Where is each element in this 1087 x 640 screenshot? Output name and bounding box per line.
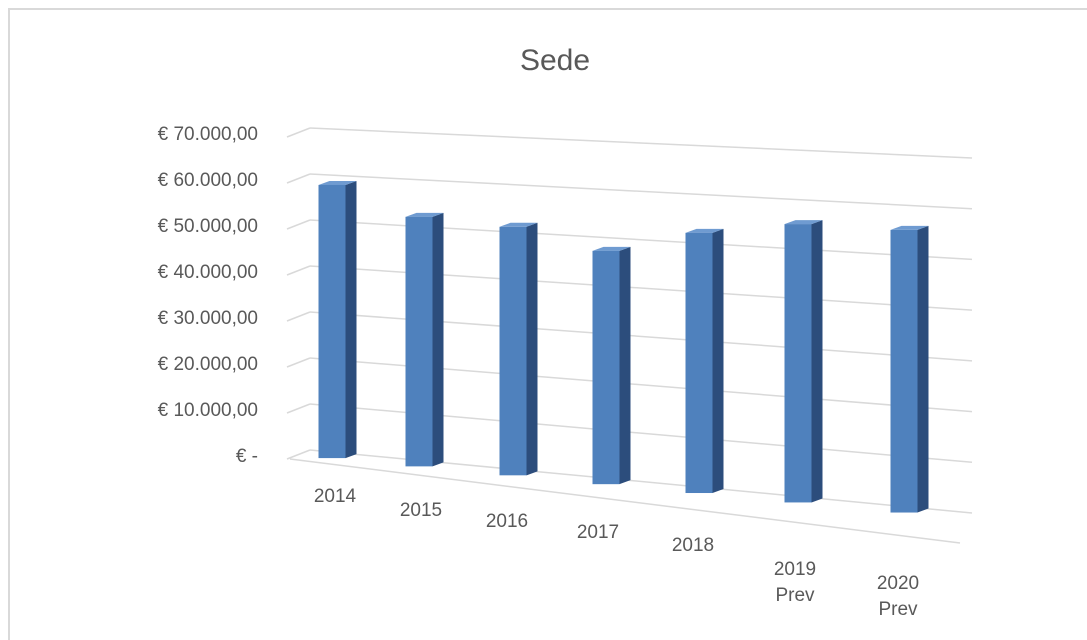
side-grid-line <box>286 357 311 368</box>
chart-title: Sede <box>520 44 590 77</box>
grid-line <box>309 173 973 210</box>
bar-top <box>592 246 631 251</box>
x-tick-label: 2014 <box>313 486 357 507</box>
y-tick-label: € 10.000,00 <box>158 400 258 421</box>
bar-side <box>712 228 724 494</box>
x-tick-label: 2016 <box>485 511 529 532</box>
side-grid-line <box>286 127 311 138</box>
bar-top <box>685 228 724 233</box>
y-tick-label: € - <box>236 446 258 467</box>
bar-top <box>405 212 444 217</box>
bar-top <box>318 180 357 185</box>
y-tick-label: € 40.000,00 <box>158 262 258 283</box>
bar-side <box>345 180 357 459</box>
x-tick-label: 2017 <box>576 522 620 543</box>
bar-top <box>890 225 929 230</box>
bar-side <box>811 220 823 503</box>
x-tick-label: 2019 Prev <box>773 559 817 606</box>
side-grid-line <box>286 173 311 184</box>
y-tick-label: € 30.000,00 <box>158 308 258 329</box>
grid-line <box>309 127 973 159</box>
side-grid-line <box>286 449 311 460</box>
bar <box>499 226 527 476</box>
bar-side <box>619 246 631 485</box>
bar <box>405 216 433 467</box>
bar-side <box>526 222 538 476</box>
bar-top <box>784 220 823 225</box>
side-grid-line <box>286 265 311 276</box>
side-grid-line <box>286 219 311 230</box>
bar <box>592 250 620 485</box>
bar-side <box>917 225 929 513</box>
side-grid-line <box>286 311 311 322</box>
bar <box>784 224 812 503</box>
x-tick-label: 2020 Prev <box>876 573 920 620</box>
x-tick-label: 2015 <box>399 500 443 521</box>
y-tick-label: € 50.000,00 <box>158 216 258 237</box>
bar <box>685 232 713 494</box>
bar-side <box>432 212 444 467</box>
bar-top <box>499 222 538 227</box>
bar <box>890 229 918 513</box>
x-tick-label: 2018 <box>671 535 715 556</box>
floor-edge <box>289 458 961 544</box>
y-tick-label: € 70.000,00 <box>158 124 258 145</box>
y-tick-label: € 60.000,00 <box>158 170 258 191</box>
side-grid-line <box>286 403 311 414</box>
y-tick-label: € 20.000,00 <box>158 354 258 375</box>
bar <box>318 184 346 459</box>
